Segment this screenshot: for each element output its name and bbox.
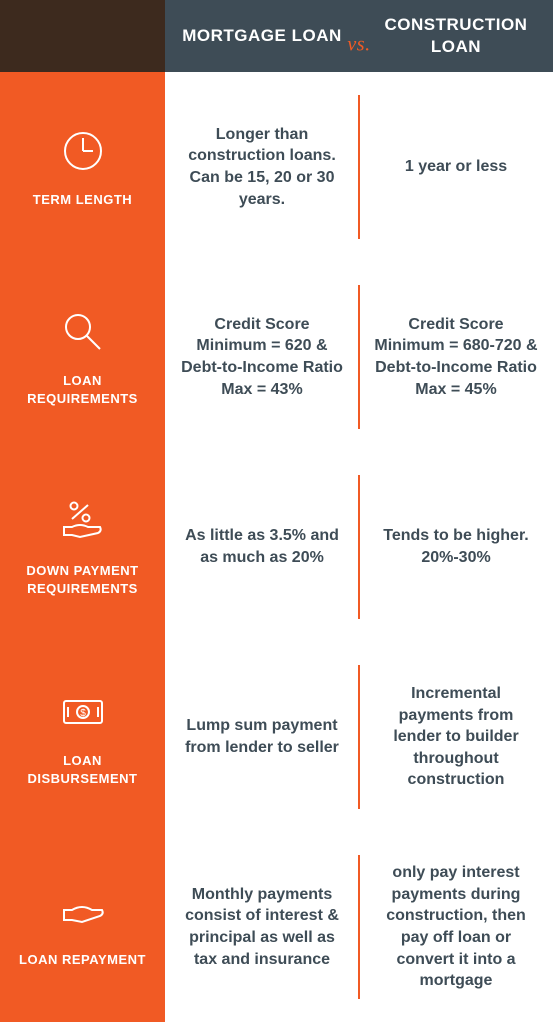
mortgage-cell: Credit Score Minimum = 620 & Debt-to-Inc…: [165, 262, 359, 452]
row-label-text: LOAN REPAYMENT: [19, 951, 146, 969]
table-row: DOWN PAYMENT REQUIREMENTSAs little as 3.…: [0, 452, 553, 642]
row-content: Monthly payments consist of interest & p…: [165, 832, 553, 1022]
header-corner: [0, 0, 165, 72]
mortgage-cell: Monthly payments consist of interest & p…: [165, 832, 359, 1022]
hand-icon: [58, 886, 108, 941]
row-content: Longer than construction loans. Can be 1…: [165, 72, 553, 262]
row-label-text: DOWN PAYMENT REQUIREMENTS: [8, 562, 157, 597]
row-label: DOWN PAYMENT REQUIREMENTS: [0, 452, 165, 642]
table-row: LOAN REQUIREMENTSCredit Score Minimum = …: [0, 262, 553, 452]
construction-cell: Incremental payments from lender to buil…: [359, 642, 553, 832]
magnifier-icon: [58, 307, 108, 362]
money-icon: $: [58, 687, 108, 742]
table-row: $ LOAN DISBURSEMENTLump sum payment from …: [0, 642, 553, 832]
construction-cell: Tends to be higher. 20%-30%: [359, 452, 553, 642]
header-construction: CONSTRUCTION LOAN: [359, 14, 553, 58]
column-divider: [358, 285, 360, 429]
row-content: Lump sum payment from lender to sellerIn…: [165, 642, 553, 832]
row-content: As little as 3.5% and as much as 20%Tend…: [165, 452, 553, 642]
row-label-text: LOAN REQUIREMENTS: [8, 372, 157, 407]
row-label-text: LOAN DISBURSEMENT: [8, 752, 157, 787]
mortgage-cell: Lump sum payment from lender to seller: [165, 642, 359, 832]
row-label: LOAN REPAYMENT: [0, 832, 165, 1022]
construction-cell: only pay interest payments during constr…: [359, 832, 553, 1022]
table-row: TERM LENGTH Longer than construction loan…: [0, 72, 553, 262]
column-divider: [358, 855, 360, 999]
vs-label: vs.: [347, 34, 370, 57]
row-label: LOAN REQUIREMENTS: [0, 262, 165, 452]
header-row: MORTGAGE LOAN vs. CONSTRUCTION LOAN: [0, 0, 553, 72]
mortgage-cell: Longer than construction loans. Can be 1…: [165, 72, 359, 262]
percent-hand-icon: [58, 497, 108, 552]
column-divider: [358, 95, 360, 239]
comparison-table: MORTGAGE LOAN vs. CONSTRUCTION LOAN TERM…: [0, 0, 553, 1022]
construction-cell: 1 year or less: [359, 72, 553, 262]
header-columns: MORTGAGE LOAN vs. CONSTRUCTION LOAN: [165, 0, 553, 72]
column-divider: [358, 665, 360, 809]
row-content: Credit Score Minimum = 620 & Debt-to-Inc…: [165, 262, 553, 452]
clock-icon: [58, 126, 108, 181]
row-label-text: TERM LENGTH: [33, 191, 132, 209]
row-label: TERM LENGTH: [0, 72, 165, 262]
mortgage-cell: As little as 3.5% and as much as 20%: [165, 452, 359, 642]
construction-cell: Credit Score Minimum = 680-720 & Debt-to…: [359, 262, 553, 452]
table-row: LOAN REPAYMENT Monthly payments consist o…: [0, 832, 553, 1022]
column-divider: [358, 475, 360, 619]
svg-text:$: $: [80, 708, 86, 719]
row-label: $ LOAN DISBURSEMENT: [0, 642, 165, 832]
header-mortgage: MORTGAGE LOAN: [165, 25, 359, 47]
